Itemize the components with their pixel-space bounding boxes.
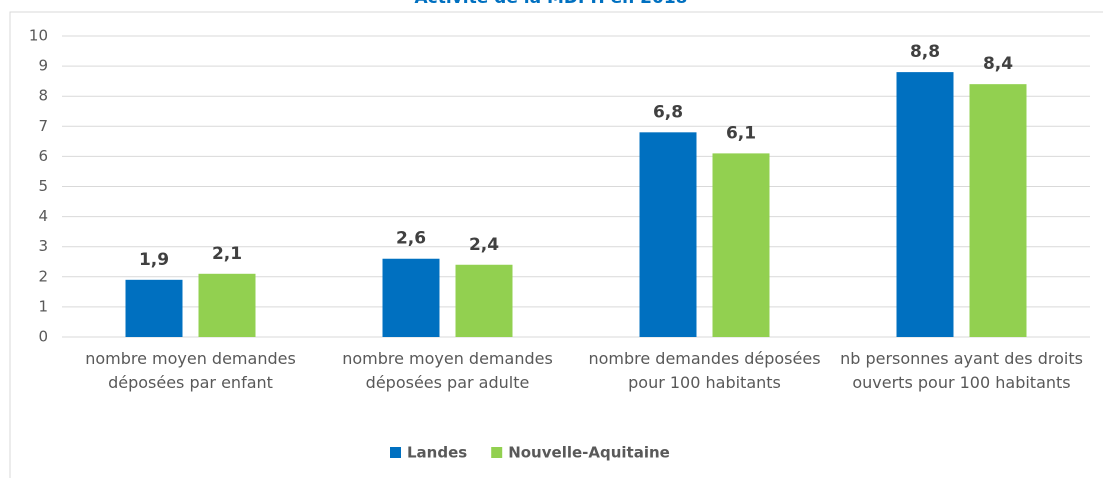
y-tick-label: 3: [38, 237, 48, 255]
legend-swatch: [491, 447, 503, 458]
y-tick-label: 10: [29, 27, 48, 45]
data-label: 6,1: [726, 123, 756, 143]
bar: [455, 264, 513, 337]
chart-title: Activité de la MDPH en 2018: [414, 0, 687, 8]
bar: [969, 84, 1027, 337]
y-tick-label: 7: [38, 117, 48, 135]
y-tick-label: 4: [38, 207, 48, 225]
legend-swatch: [390, 447, 401, 458]
chart-frame: [9, 11, 1103, 478]
y-tick-label: 2: [38, 267, 48, 285]
y-tick-label: 6: [38, 147, 48, 165]
data-label: 1,9: [139, 250, 169, 270]
bar: [382, 258, 440, 337]
y-tick-label: 8: [38, 87, 48, 105]
bar: [896, 72, 954, 338]
bar: [712, 153, 770, 337]
data-label: 8,4: [983, 54, 1013, 74]
data-label: 2,1: [212, 244, 242, 264]
bar: [639, 132, 697, 337]
y-tick-label: 9: [38, 57, 48, 75]
data-label: 6,8: [653, 102, 683, 122]
x-tick-label: nb personnes ayant des droits ouverts po…: [840, 349, 1083, 392]
x-tick-label: nombre moyen demandes déposées par adult…: [342, 349, 553, 392]
legend-label: Nouvelle-Aquitaine: [508, 444, 670, 462]
data-label: 2,4: [469, 235, 499, 255]
x-tick-label: nombre moyen demandes déposées par enfan…: [85, 349, 296, 392]
y-tick-label: 1: [38, 297, 48, 315]
legend-label: Landes: [407, 444, 467, 462]
data-label: 8,8: [910, 42, 940, 62]
x-tick-label: nombre demandes déposées pour 100 habita…: [588, 349, 821, 392]
y-tick-label: 0: [38, 328, 48, 346]
y-tick-label: 5: [38, 177, 48, 195]
data-label: 2,6: [396, 229, 426, 249]
bar: [198, 273, 256, 337]
bar: [125, 279, 183, 337]
